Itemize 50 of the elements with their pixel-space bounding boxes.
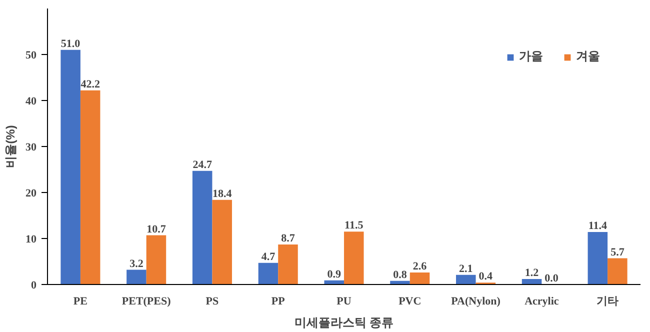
y-tick-label: 20 xyxy=(26,188,37,200)
x-tick-label: PS xyxy=(206,296,219,308)
data-label: 11.4 xyxy=(588,220,608,232)
bar xyxy=(212,200,232,284)
x-tick-label: PET(PES) xyxy=(122,296,172,308)
bar xyxy=(146,235,166,284)
data-label: 0.0 xyxy=(544,272,559,284)
data-label: 18.4 xyxy=(212,188,232,200)
data-label: 2.1 xyxy=(459,262,473,275)
bar xyxy=(344,232,364,284)
y-tick-label: 30 xyxy=(26,142,37,154)
bar xyxy=(60,50,80,284)
data-label: 11.5 xyxy=(344,220,364,232)
x-tick-label: PP xyxy=(271,296,286,308)
bar xyxy=(80,90,100,284)
data-label: 24.7 xyxy=(192,158,212,171)
bar xyxy=(588,232,608,284)
data-label: 8.7 xyxy=(281,232,296,244)
data-label: 0.4 xyxy=(478,270,494,283)
bar xyxy=(192,170,212,284)
data-label: 0.9 xyxy=(327,268,342,280)
data-label: 2.6 xyxy=(412,260,428,273)
data-label: 5.7 xyxy=(610,246,625,258)
y-tick-label: 40 xyxy=(26,96,37,108)
y-tick-label: 50 xyxy=(26,50,37,62)
y-tick-label: 0 xyxy=(31,280,37,292)
y-axis-title: 비율(%) xyxy=(4,125,18,168)
x-tick-label: 기타 xyxy=(596,296,619,308)
data-label: 10.7 xyxy=(146,223,166,236)
legend-label: 가을 xyxy=(519,48,543,65)
data-label: 42.2 xyxy=(80,78,100,90)
x-tick-label: PU xyxy=(336,296,352,308)
x-tick-label: PE xyxy=(73,296,88,308)
x-tick-label: PA(Nylon) xyxy=(451,296,501,308)
x-tick-label: Acrylic xyxy=(524,296,559,308)
bar xyxy=(410,272,430,284)
bar xyxy=(278,244,298,284)
legend-label: 겨울 xyxy=(576,48,600,65)
bar xyxy=(456,274,476,284)
data-label: 0.8 xyxy=(393,268,408,281)
bar xyxy=(258,262,278,284)
data-label: 3.2 xyxy=(130,258,144,270)
bar xyxy=(126,270,146,284)
y-tick-label: 10 xyxy=(26,234,37,246)
data-label: 4.7 xyxy=(261,250,276,263)
x-tick-label: PVC xyxy=(398,296,422,308)
bar xyxy=(608,258,628,284)
data-label: 51.0 xyxy=(60,38,81,50)
x-axis-title: 미세플라스틱 종류 xyxy=(294,316,394,330)
data-label: 1.2 xyxy=(524,266,540,279)
